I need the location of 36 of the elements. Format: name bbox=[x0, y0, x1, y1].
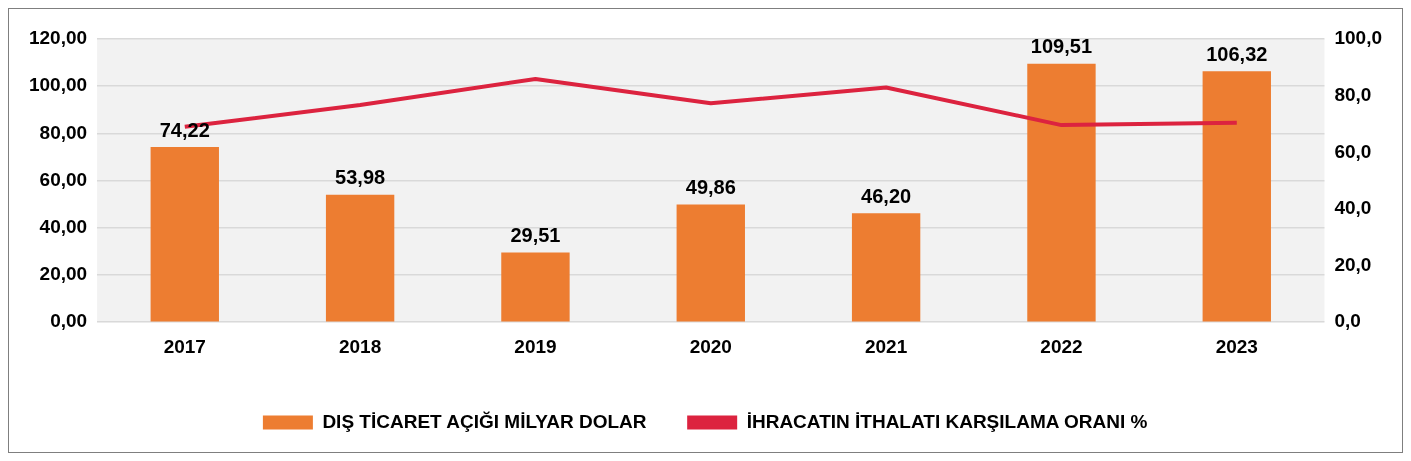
y-tick-label: 100,00 bbox=[28, 74, 88, 96]
bar bbox=[501, 252, 570, 322]
y-tick-label: 0,00 bbox=[50, 310, 88, 332]
data-label: 29,51 bbox=[510, 224, 561, 247]
x-tick-label: 2022 bbox=[1040, 335, 1083, 357]
bar bbox=[1027, 63, 1096, 322]
y2-tick-label: 40,0 bbox=[1334, 197, 1372, 219]
x-tick-label: 2017 bbox=[163, 335, 206, 357]
y2-tick-label: 80,0 bbox=[1334, 83, 1372, 105]
y-tick-label: 80,00 bbox=[39, 121, 88, 143]
x-tick-label: 2021 bbox=[864, 335, 908, 357]
data-label: 49,86 bbox=[685, 176, 736, 199]
y-tick-label: 60,00 bbox=[39, 168, 88, 190]
x-tick-label: 2019 bbox=[514, 335, 557, 357]
x-tick-label: 2023 bbox=[1215, 335, 1258, 357]
y-tick-label: 120,00 bbox=[28, 27, 88, 49]
legend-label: İHRACATIN İTHALATI KARŞILAMA ORANI % bbox=[746, 410, 1148, 432]
y2-tick-label: 0,0 bbox=[1334, 310, 1361, 332]
data-label: 46,20 bbox=[861, 184, 912, 207]
x-tick-label: 2018 bbox=[338, 335, 382, 357]
bar bbox=[851, 213, 921, 322]
bar bbox=[150, 147, 219, 322]
x-tick-label: 2020 bbox=[689, 335, 732, 357]
y-tick-label: 40,00 bbox=[39, 216, 88, 238]
bar bbox=[325, 194, 395, 322]
y-tick-label: 20,00 bbox=[39, 263, 88, 285]
y2-tick-label: 100,0 bbox=[1334, 27, 1382, 49]
legend-label: DIŞ TİCARET AÇIĞI MİLYAR DOLAR bbox=[322, 410, 647, 432]
data-label: 106,32 bbox=[1206, 42, 1268, 65]
y2-tick-label: 20,0 bbox=[1334, 253, 1372, 275]
data-label: 74,22 bbox=[159, 118, 210, 141]
data-label: 109,51 bbox=[1030, 35, 1093, 58]
y2-tick-label: 60,0 bbox=[1334, 140, 1372, 162]
bar bbox=[1202, 71, 1271, 322]
data-label: 53,98 bbox=[335, 166, 386, 189]
bar bbox=[676, 204, 745, 322]
